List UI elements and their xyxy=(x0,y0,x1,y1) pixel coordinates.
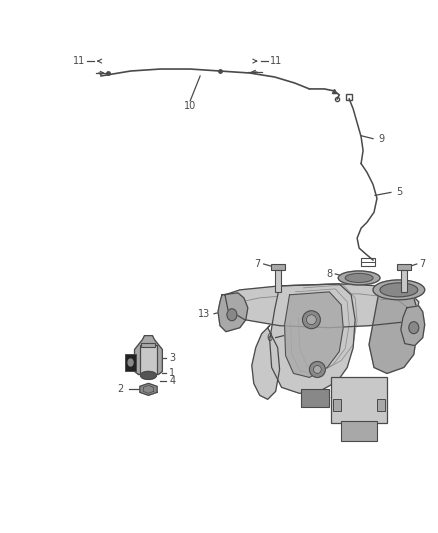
Text: 6: 6 xyxy=(267,333,273,343)
Bar xyxy=(275,270,281,292)
Text: 1: 1 xyxy=(169,368,175,378)
FancyBboxPatch shape xyxy=(331,377,387,423)
Text: 2: 2 xyxy=(117,384,124,394)
Text: 10: 10 xyxy=(184,101,196,111)
Bar xyxy=(361,258,375,266)
Ellipse shape xyxy=(373,280,425,300)
Bar xyxy=(341,421,377,441)
Polygon shape xyxy=(218,293,248,332)
FancyBboxPatch shape xyxy=(141,343,155,346)
Ellipse shape xyxy=(380,283,418,297)
Text: 7: 7 xyxy=(420,259,426,269)
Polygon shape xyxy=(369,290,419,374)
Ellipse shape xyxy=(307,315,316,325)
Bar xyxy=(333,399,341,411)
Ellipse shape xyxy=(314,366,321,374)
Text: 3: 3 xyxy=(169,352,175,362)
Ellipse shape xyxy=(338,271,380,285)
Polygon shape xyxy=(252,326,279,399)
Text: 12: 12 xyxy=(325,390,337,400)
Bar xyxy=(124,353,135,372)
Ellipse shape xyxy=(345,273,373,282)
Text: 9: 9 xyxy=(378,134,384,144)
Text: 13: 13 xyxy=(198,309,210,319)
Ellipse shape xyxy=(303,311,320,329)
Ellipse shape xyxy=(309,361,325,377)
Ellipse shape xyxy=(141,372,156,379)
Bar xyxy=(140,345,157,375)
Bar xyxy=(401,270,407,292)
Bar xyxy=(377,399,385,411)
Polygon shape xyxy=(225,284,419,328)
Bar xyxy=(397,264,411,270)
Polygon shape xyxy=(270,284,355,393)
Polygon shape xyxy=(134,336,162,375)
Text: 8: 8 xyxy=(326,269,332,279)
Text: 11: 11 xyxy=(269,56,282,66)
Text: 4: 4 xyxy=(169,376,175,386)
Polygon shape xyxy=(140,383,157,395)
Text: 11: 11 xyxy=(73,56,85,66)
Ellipse shape xyxy=(128,359,133,366)
Ellipse shape xyxy=(409,322,419,334)
Bar xyxy=(301,389,329,407)
Polygon shape xyxy=(285,292,343,377)
Bar xyxy=(271,264,285,270)
Text: 5: 5 xyxy=(396,188,402,197)
Polygon shape xyxy=(401,306,425,345)
Text: 7: 7 xyxy=(254,259,261,269)
Ellipse shape xyxy=(227,309,237,321)
